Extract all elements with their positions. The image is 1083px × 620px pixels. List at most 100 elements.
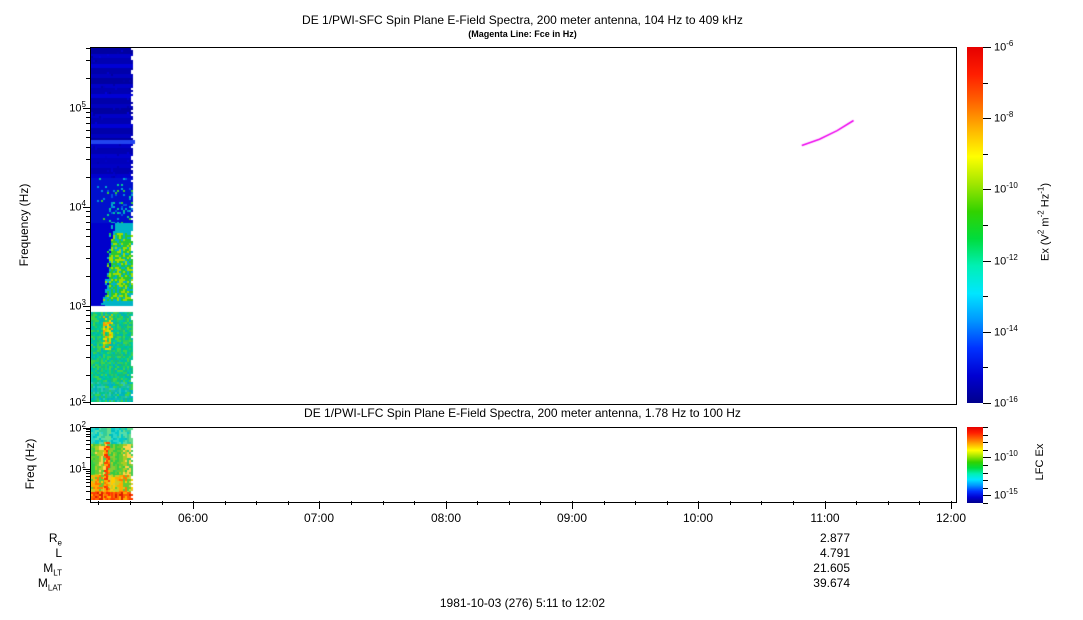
- ephemeris-label-re: Re: [48, 531, 62, 548]
- x-axis-minor-tick: [509, 501, 510, 505]
- ephemeris-label-mlat: MLAT: [37, 576, 62, 593]
- sfc-y-minor-tick: [86, 375, 90, 376]
- sfc-y-minor-tick: [86, 137, 90, 138]
- x-axis-minor-tick: [288, 501, 289, 505]
- lfc-colorbar: [967, 427, 983, 503]
- sfc-y-minor-tick: [86, 147, 90, 148]
- lfc-panel: [90, 427, 957, 503]
- x-axis-minor-tick: [351, 501, 352, 505]
- sfc-y-minor-tick: [86, 60, 90, 61]
- sfc-y-minor-tick: [86, 328, 90, 329]
- x-axis-minor-tick: [635, 501, 636, 505]
- x-axis-minor-tick: [856, 501, 857, 505]
- sfc-y-minor-tick: [86, 130, 90, 131]
- colorbar-tick: [983, 83, 988, 84]
- sfc-y-major-tick: [83, 402, 90, 403]
- colorbar-tick: [983, 450, 988, 451]
- sfc-y-minor-tick: [86, 222, 90, 223]
- colorbar-tick-label: 10-8: [994, 110, 1014, 125]
- sfc-y-minor-tick: [86, 321, 90, 322]
- ephemeris-value-l: 4.791: [819, 546, 850, 560]
- colorbar-tick: [983, 403, 991, 404]
- colorbar-tick: [983, 189, 991, 190]
- lfc-y-minor-tick: [86, 491, 90, 492]
- sfc-y-minor-tick: [86, 211, 90, 212]
- colorbar-tick: [983, 465, 988, 466]
- sfc-y-minor-tick: [86, 78, 90, 79]
- colorbar-tick-label: 10-10: [994, 181, 1018, 196]
- lfc-spectrogram-canvas: [91, 428, 954, 500]
- x-axis-major-tick: [698, 501, 699, 509]
- sfc-y-tick-label: 102: [69, 394, 86, 409]
- sfc-y-axis-label: Frequency (Hz): [17, 183, 31, 267]
- lfc-y-minor-tick: [86, 482, 90, 483]
- lfc-y-minor-tick: [86, 440, 90, 441]
- lfc-y-minor-tick: [86, 479, 90, 480]
- ephemeris-value-mlt: 21.605: [813, 561, 850, 575]
- sfc-y-minor-tick: [86, 48, 90, 49]
- colorbar-tick: [983, 473, 988, 474]
- colorbar-tick: [983, 442, 988, 443]
- colorbar-tick: [983, 488, 988, 489]
- x-axis-major-tick: [193, 501, 194, 509]
- lfc-y-minor-tick: [86, 449, 90, 450]
- lfc-y-minor-tick: [86, 444, 90, 445]
- sfc-y-minor-tick: [86, 112, 90, 113]
- colorbar-tick: [983, 427, 988, 428]
- lfc-y-minor-tick: [86, 499, 90, 500]
- sfc-y-minor-tick: [86, 258, 90, 259]
- sfc-y-tick-label: 103: [69, 298, 86, 313]
- colorbar-tick: [983, 261, 991, 262]
- sfc-title: DE 1/PWI-SFC Spin Plane E-Field Spectra,…: [302, 13, 743, 27]
- sfc-y-minor-tick: [86, 216, 90, 217]
- sfc-y-minor-tick: [86, 236, 90, 237]
- x-axis-tick-label: 07:00: [303, 511, 335, 525]
- sfc-y-minor-tick: [86, 335, 90, 336]
- colorbar-tick: [983, 296, 988, 297]
- sfc-y-minor-tick: [86, 357, 90, 358]
- x-axis-minor-tick: [761, 501, 762, 505]
- ephemeris-label-l: L: [55, 546, 62, 560]
- x-axis-tick-label: 09:00: [556, 511, 588, 525]
- lfc-y-major-tick: [83, 428, 90, 429]
- sfc-spectrogram-canvas: [91, 48, 954, 402]
- ephemeris-label-mlt: MLT: [43, 561, 62, 578]
- x-axis-minor-tick: [98, 501, 99, 505]
- sfc-y-minor-tick: [86, 117, 90, 118]
- x-axis-minor-tick: [667, 501, 668, 505]
- sfc-y-minor-tick: [86, 246, 90, 247]
- x-axis-tick-label: 10:00: [682, 511, 714, 525]
- x-axis-minor-tick: [793, 501, 794, 505]
- lfc-y-minor-tick: [86, 457, 90, 458]
- sfc-colorbar-label: Ex (V2 m-2 Hz-1): [1036, 182, 1052, 262]
- sfc-y-minor-tick: [86, 310, 90, 311]
- x-axis-minor-tick: [888, 501, 889, 505]
- colorbar-tick: [983, 435, 988, 436]
- colorbar-tick: [983, 503, 988, 504]
- x-axis-tick-label: 11:00: [810, 511, 840, 525]
- colorbar-tick: [983, 495, 991, 496]
- lfc-y-major-tick: [83, 469, 90, 470]
- lfc-title: DE 1/PWI-LFC Spin Plane E-Field Spectra,…: [304, 406, 741, 420]
- x-axis-minor-tick: [730, 501, 731, 505]
- lfc-y-minor-tick: [86, 436, 90, 437]
- lfc-y-minor-tick: [86, 471, 90, 472]
- colorbar-tick-label: 10-16: [994, 395, 1018, 410]
- colorbar-tick: [983, 480, 988, 481]
- x-axis-minor-tick: [162, 501, 163, 505]
- colorbar-tick: [983, 118, 991, 119]
- x-axis-minor-tick: [919, 501, 920, 505]
- lfc-y-tick-label: 102: [69, 420, 86, 435]
- sfc-panel: [90, 47, 957, 405]
- sfc-y-tick-label: 104: [69, 199, 86, 214]
- x-axis-major-tick: [951, 501, 952, 509]
- sfc-subtitle: (Magenta Line: Fce in Hz): [468, 29, 577, 39]
- sfc-y-major-tick: [83, 207, 90, 208]
- lfc-colorbar-label: LFC Ex: [1034, 443, 1046, 481]
- colorbar-tick-label: 10-14: [994, 324, 1018, 339]
- colorbar-tick: [983, 47, 991, 48]
- lfc-y-axis-label: Freq (Hz): [23, 438, 37, 490]
- x-axis-minor-tick: [477, 501, 478, 505]
- sfc-y-major-tick: [83, 108, 90, 109]
- sfc-y-major-tick: [83, 306, 90, 307]
